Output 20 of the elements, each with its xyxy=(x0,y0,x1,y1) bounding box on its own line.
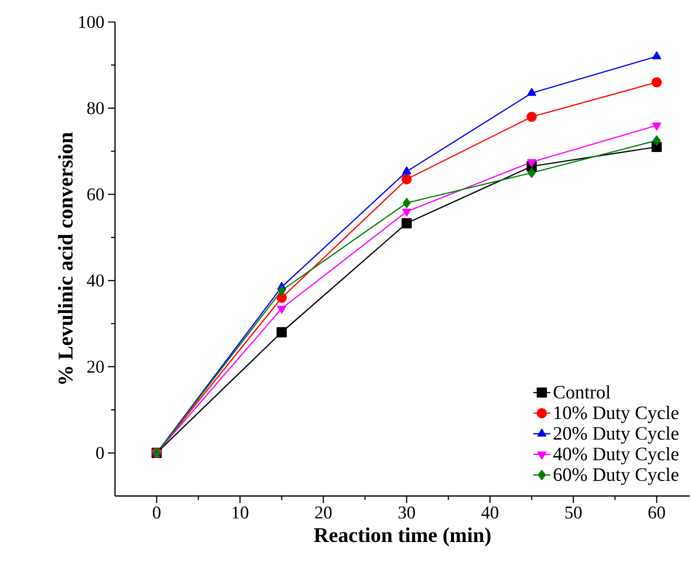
y-axis-title: % Levulinic acid conversion xyxy=(58,132,73,384)
y-tick-label: 100 xyxy=(79,16,104,28)
y-tick-label: 40 xyxy=(86,274,104,287)
legend-label: 60% Duty Cycle xyxy=(554,468,678,485)
x-tick-label: 20 xyxy=(315,506,332,519)
legend-label: 20% Duty Cycle xyxy=(554,426,678,444)
x-tick-label: 30 xyxy=(398,506,415,519)
x-tick-label: 60 xyxy=(648,506,665,519)
x-axis-title: Reaction time (min) xyxy=(314,527,490,546)
legend-label: 40% Duty Cycle xyxy=(553,447,678,464)
x-tick-label: 10 xyxy=(232,506,248,519)
x-tick-label: 40 xyxy=(481,506,498,519)
legend-label: Control xyxy=(554,385,610,399)
y-tick-label: 60 xyxy=(87,188,104,200)
y-tick-label: 0 xyxy=(96,446,104,459)
x-tick-label: 50 xyxy=(565,506,582,519)
y-tick-label: 20 xyxy=(87,360,104,373)
y-tick-label: 80 xyxy=(87,102,104,114)
x-tick-label: 0 xyxy=(152,506,160,519)
legend-label: 10% Duty Cycle xyxy=(554,406,678,424)
